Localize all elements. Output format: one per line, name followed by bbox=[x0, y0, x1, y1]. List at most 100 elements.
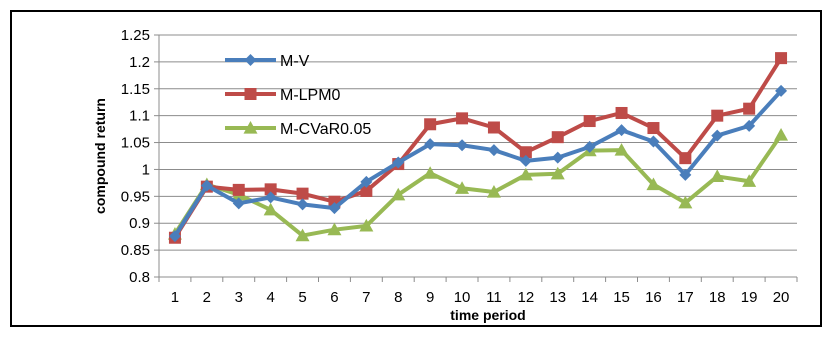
data-point-marker bbox=[711, 129, 724, 142]
y-axis-tick-labels: 0.8 0.85 0.9 0.95 1 1.05 1.1 1.15 1.2 1.25 bbox=[121, 27, 150, 286]
data-point-marker bbox=[168, 230, 181, 243]
x-tick-label: 4 bbox=[266, 289, 274, 306]
y-tick-label: 1.05 bbox=[121, 135, 150, 152]
x-axis-title: time period bbox=[450, 307, 525, 323]
data-point-marker bbox=[743, 119, 756, 132]
data-point-marker bbox=[456, 139, 469, 152]
x-tick-label: 5 bbox=[298, 289, 306, 306]
x-tick-label: 20 bbox=[773, 289, 790, 306]
x-tick-label: 19 bbox=[741, 289, 758, 306]
data-point-marker bbox=[487, 144, 500, 157]
data-point-marker bbox=[200, 179, 213, 192]
x-tick-label: 2 bbox=[203, 289, 211, 306]
data-point-marker bbox=[360, 184, 373, 197]
y-tick-label: 0.95 bbox=[121, 188, 150, 205]
data-point-marker bbox=[232, 197, 245, 210]
legend: M-V M-LPM0 M-CVaR0.05 bbox=[225, 53, 371, 138]
x-tick-label: 9 bbox=[426, 289, 434, 306]
y-tick-label: 1 bbox=[142, 161, 150, 178]
data-point-marker bbox=[486, 185, 501, 198]
data-point-marker bbox=[583, 115, 596, 128]
legend-entry: M-V bbox=[225, 53, 310, 70]
x-tick-label: 11 bbox=[486, 289, 502, 306]
data-point-marker bbox=[646, 177, 661, 191]
x-tick-label: 8 bbox=[394, 289, 402, 306]
data-point-marker bbox=[328, 202, 341, 215]
data-point-marker bbox=[264, 191, 277, 204]
data-point-marker bbox=[647, 122, 660, 135]
data-point-marker bbox=[711, 109, 724, 122]
x-tick-label: 17 bbox=[677, 289, 694, 306]
data-point-marker bbox=[647, 135, 660, 148]
x-tick-label: 18 bbox=[709, 289, 726, 306]
data-point-marker bbox=[244, 88, 257, 100]
y-axis-title: compound return bbox=[92, 98, 108, 214]
axes bbox=[154, 34, 798, 282]
data-point-marker bbox=[551, 131, 564, 144]
x-tick-label: 12 bbox=[518, 289, 535, 306]
data-point-marker bbox=[710, 169, 725, 183]
data-point-marker bbox=[264, 183, 277, 196]
data-point-marker bbox=[391, 187, 406, 201]
legend-entry: M-CVaR0.05 bbox=[225, 121, 371, 138]
data-point-marker bbox=[678, 195, 693, 209]
legend-entry: M-LPM0 bbox=[225, 87, 341, 104]
data-point-marker bbox=[243, 121, 258, 134]
y-tick-label: 0.85 bbox=[121, 242, 150, 259]
data-point-marker bbox=[550, 166, 565, 180]
series-M-V bbox=[168, 84, 788, 243]
data-point-marker bbox=[232, 183, 245, 196]
y-tick-label: 1.25 bbox=[121, 27, 150, 44]
data-point-marker bbox=[392, 156, 405, 169]
data-point-marker bbox=[743, 102, 756, 115]
x-tick-label: 1 bbox=[171, 289, 179, 306]
y-tick-label: 1.15 bbox=[121, 81, 150, 98]
x-tick-label: 10 bbox=[454, 289, 471, 306]
data-point-marker bbox=[296, 198, 309, 211]
series-line bbox=[173, 89, 783, 238]
data-point-marker bbox=[487, 121, 500, 134]
series bbox=[167, 52, 789, 244]
x-tick-label: 6 bbox=[330, 289, 338, 306]
x-tick-label: 14 bbox=[581, 289, 598, 306]
data-point-marker bbox=[775, 84, 788, 97]
data-point-marker bbox=[263, 202, 278, 216]
data-point-marker bbox=[296, 187, 309, 200]
grid-lines bbox=[159, 34, 797, 251]
y-tick-label: 0.9 bbox=[129, 215, 150, 232]
data-point-marker bbox=[774, 128, 789, 141]
data-point-marker bbox=[295, 228, 310, 242]
legend-label: M-CVaR0.05 bbox=[280, 121, 371, 138]
x-tick-label: 3 bbox=[235, 289, 243, 306]
data-point-marker bbox=[583, 140, 596, 153]
data-point-marker bbox=[614, 143, 629, 156]
data-point-marker bbox=[456, 112, 469, 125]
data-point-marker bbox=[359, 218, 374, 232]
data-point-marker bbox=[551, 151, 564, 164]
data-point-marker bbox=[775, 52, 788, 65]
data-point-marker bbox=[244, 54, 257, 66]
data-point-marker bbox=[360, 175, 373, 188]
data-point-marker bbox=[742, 174, 757, 187]
data-point-marker bbox=[327, 222, 342, 236]
data-point-marker bbox=[424, 138, 437, 151]
x-tick-label: 16 bbox=[645, 289, 662, 306]
x-tick-label: 15 bbox=[613, 289, 630, 306]
data-point-marker bbox=[455, 181, 470, 194]
y-tick-label: 1.2 bbox=[129, 54, 150, 71]
y-tick-label: 1.1 bbox=[129, 108, 150, 125]
data-point-marker bbox=[518, 167, 533, 181]
data-point-marker bbox=[615, 124, 628, 137]
x-tick-label: 13 bbox=[549, 289, 566, 306]
data-point-marker bbox=[519, 154, 532, 167]
data-point-marker bbox=[519, 146, 532, 159]
x-axis-tick-labels: 1 2 3 4 5 6 7 8 9 10 11 12 13 14 15 16 17 18 19 20 bbox=[171, 289, 790, 306]
legend-label: M-LPM0 bbox=[280, 87, 341, 104]
data-point-marker bbox=[615, 106, 628, 119]
series-M-LPM0 bbox=[168, 52, 788, 244]
data-point-marker bbox=[679, 152, 692, 165]
data-point-marker bbox=[423, 166, 438, 179]
x-tick-label: 7 bbox=[362, 289, 370, 306]
